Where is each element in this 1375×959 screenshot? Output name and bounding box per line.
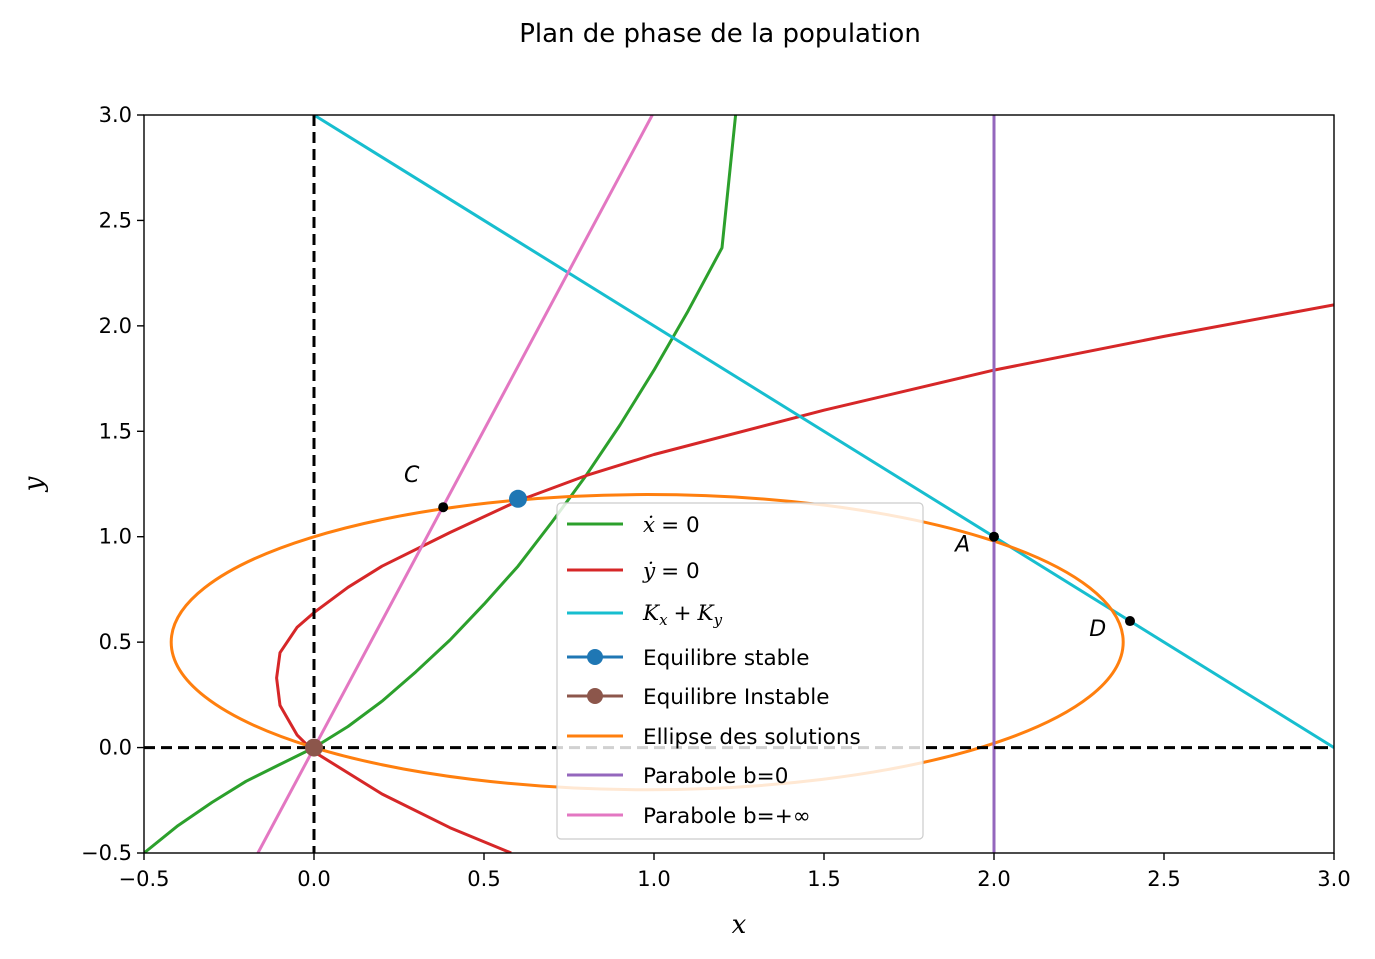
y-tick-label: 1.0: [99, 525, 132, 549]
x-tick-label: 1.0: [637, 867, 670, 891]
legend-entry-unstable: Equilibre Instable: [567, 685, 829, 710]
y-tick-label: 0.0: [99, 736, 132, 760]
point-labels: A C D: [404, 463, 1135, 642]
plot-frame: [143, 114, 1335, 854]
x-axis-label: x: [732, 910, 747, 940]
y-tick-label: 3.0: [99, 103, 132, 127]
legend-entry-ellipse: Ellipse des solutions: [567, 725, 861, 750]
legend: ẋ = 0 ẏ = 0 Kx + Ky Equilibre stable: [556, 502, 924, 840]
y-tick-label: −0.5: [81, 841, 132, 865]
markers-layer: [305, 489, 527, 757]
legend-entry-parabole-binf: Parabole b=+∞: [567, 804, 811, 829]
x-tick-label: 1.5: [807, 867, 840, 891]
y-tick-label: 0.5: [99, 630, 132, 654]
legend-label-kx-ky: Kx + Ky: [642, 601, 723, 629]
point-label-a: A: [953, 532, 970, 557]
x-tick-label: 3.0: [1317, 867, 1350, 891]
legend-label-parabole-binf: Parabole b=+∞: [643, 804, 811, 829]
point-d: [1125, 616, 1135, 627]
legend-label-xdot: ẋ = 0: [643, 513, 700, 538]
legend-entry-parabole-b0: Parabole b=0: [567, 764, 788, 789]
y-axis: −0.5 0.0 0.5 1.0 1.5 2.0 2.5 3.0: [81, 103, 144, 865]
series-equilibre-stable-marker: [509, 489, 527, 508]
legend-label-stable: Equilibre stable: [643, 646, 810, 671]
legend-label-ydot: ẏ = 0: [642, 559, 700, 584]
point-c: [438, 502, 449, 513]
legend-marker-blue: [587, 649, 603, 665]
x-tick-label: 0.5: [467, 867, 500, 891]
legend-entry-stable: Equilibre stable: [567, 646, 810, 671]
point-label-d: D: [1089, 617, 1106, 642]
legend-label-ellipse: Ellipse des solutions: [643, 725, 861, 750]
series-0: [144, 115, 738, 853]
chart-title: Plan de phase de la population: [519, 19, 921, 49]
x-tick-label: 2.5: [1147, 867, 1180, 891]
y-axis-label: y: [19, 476, 49, 492]
x-tick-label: 0.0: [297, 867, 330, 891]
legend-box: [556, 502, 924, 840]
legend-label-parabole-b0: Parabole b=0: [643, 764, 788, 789]
point-label-c: C: [404, 463, 420, 488]
point-a: [989, 531, 999, 542]
x-axis: −0.5 0.0 0.5 1.0 1.5 2.0 2.5 3.0: [119, 853, 1351, 891]
legend-marker-brown: [587, 688, 603, 704]
legend-entry-kx-ky: Kx + Ky: [567, 601, 723, 629]
y-tick-label: 2.0: [99, 314, 132, 338]
y-tick-label: 1.5: [99, 419, 132, 443]
series-kx-ky: [313, 115, 1334, 749]
legend-entry-x-nullcline: ẋ = 0: [567, 513, 700, 538]
x-tick-label: 2.0: [977, 867, 1010, 891]
legend-label-unstable: Equilibre Instable: [643, 685, 829, 710]
legend-entry-y-nullcline: ẏ = 0: [567, 559, 700, 584]
y-tick-label: 2.5: [99, 208, 132, 232]
x-tick-label: −0.5: [119, 867, 170, 891]
series-equilibre-instable-marker: [305, 738, 323, 757]
series-parabole-b: [256, 115, 654, 853]
